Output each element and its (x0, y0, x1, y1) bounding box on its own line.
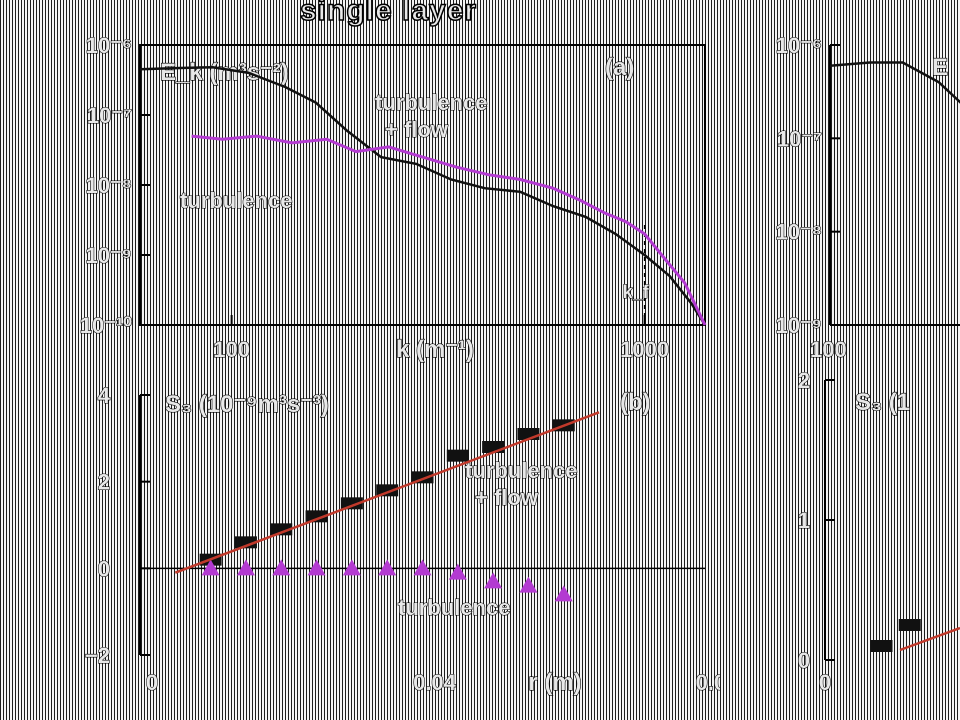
data-point-square (305, 510, 328, 523)
data-point-square (898, 619, 921, 631)
data-point-square (234, 536, 257, 549)
y-axis-label: S₃ (10⁻⁹m³s⁻³) (165, 391, 329, 418)
chart-panel-d: 0 1 2 0 S₃ (1 (797, 370, 960, 696)
y-axis-label: E_k (m³s⁻²) (160, 59, 289, 86)
y-tick-label: 0 (798, 648, 810, 673)
y-tick-label: 10⁻⁶ (86, 33, 132, 58)
annotation: + flow (475, 485, 539, 510)
y-tick-label: 1 (798, 508, 810, 533)
y-tick-label: 10⁻⁸ (86, 173, 132, 198)
data-point-triangle (272, 559, 291, 576)
data-point-triangle (554, 585, 573, 602)
x-tick-label: 0.08 (696, 670, 720, 695)
y-tick-label: 10⁻⁹ (775, 313, 822, 338)
y-axis-label: E (932, 54, 948, 81)
data-point-square (340, 497, 363, 510)
y-tick-label: 10⁻¹⁰ (80, 313, 132, 338)
y-tick-label: 0 (98, 556, 110, 581)
data-point-triangle (484, 572, 503, 589)
x-tick-label: 0 (819, 670, 831, 695)
data-point-triangle (307, 559, 326, 576)
x-tick-label: 100 (810, 337, 847, 362)
y-tick-label: 10⁻⁷ (87, 103, 132, 128)
plot-frame (139, 44, 706, 326)
y-tick-label: 2 (98, 470, 110, 495)
x-tick-label: 1000 (620, 337, 669, 362)
annotation: turbulence (398, 595, 510, 620)
y-tick-label: 10⁻⁹ (85, 243, 132, 268)
x-axis-label: r (m) (528, 669, 581, 696)
y-tick-label: 10⁻⁶ (776, 33, 822, 58)
y-tick-label: 10⁻⁸ (776, 220, 822, 245)
data-point-triangle (201, 559, 220, 576)
chart-panel-a: 10⁻⁶ 10⁻⁷ 10⁻⁸ 10⁻⁹ 10⁻¹⁰ 100 1000 k (m⁻¹) E_k (… (79, 32, 707, 364)
kf-marker-label: k_f (623, 282, 650, 302)
y-tick-label: 2 (798, 370, 810, 393)
annotation: turbulence (465, 458, 577, 483)
y-tick-label: −2 (85, 643, 110, 668)
series-line (139, 66, 707, 326)
x-axis-label: k (m⁻¹) (396, 336, 474, 363)
y-axis-label: S₃ (1 (855, 389, 910, 416)
data-point-triangle (413, 559, 432, 576)
data-point-triangle (519, 576, 538, 593)
series-line (191, 134, 707, 326)
data-point-triangle (448, 563, 467, 580)
data-point-triangle (378, 559, 397, 576)
data-point-triangle (342, 559, 361, 576)
x-tick-label: 0 (146, 670, 158, 695)
annotation: turbulence (180, 188, 292, 213)
panel-label: (b) (620, 389, 651, 416)
fit-line (174, 411, 600, 574)
data-point-square (446, 449, 469, 462)
y-tick-label: 4 (98, 383, 111, 408)
panel-label: (a) (605, 54, 634, 81)
x-tick-label: 100 (213, 337, 250, 362)
annotation: + flow (385, 117, 449, 142)
chart-panel-b: −2 0 2 4 0 0.04 0.08 r (m) S₃ (10⁻⁹m³s⁻³) (b) turb… (84, 382, 720, 696)
fit-line (899, 626, 960, 652)
data-point-square (870, 640, 893, 652)
figure-title: single layer (299, 0, 478, 28)
data-point-square (270, 523, 293, 536)
y-tick-label: 10⁻⁷ (777, 126, 822, 151)
x-tick-label: 0.04 (413, 670, 457, 695)
annotation: turbulence (375, 90, 487, 115)
data-point-triangle (236, 559, 255, 576)
series-line (829, 61, 960, 104)
